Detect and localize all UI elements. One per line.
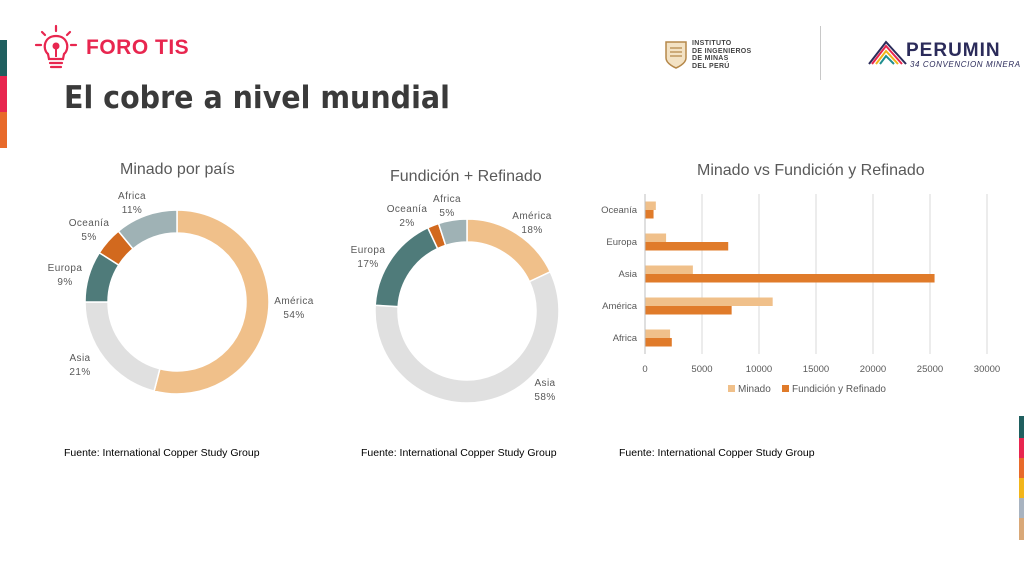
fundicion-label-europa: Europa — [351, 245, 386, 256]
minado-pct-asia: 21% — [69, 367, 90, 378]
minado-slice-africa — [117, 209, 178, 250]
bar-fundicion-y-refinado-asia — [645, 274, 935, 283]
x-tick-label: 10000 — [746, 364, 772, 375]
right-accent-bar-yellow — [1019, 478, 1024, 498]
minado-slice-america — [153, 209, 270, 395]
y-tick-label-oceania: Oceanía — [601, 205, 638, 216]
bar-chart-comparison: 0 5000 10000 15000 20000 25000 30000 Oceanía Eur… — [601, 194, 1000, 395]
minado-label-africa: Africa — [118, 191, 146, 202]
lightbulb-icon — [34, 24, 78, 69]
header-divider — [820, 26, 821, 80]
source-note-1: Fuente: International Copper Study Group — [64, 447, 260, 459]
x-tick-label: 20000 — [860, 364, 886, 375]
minado-pct-america: 54% — [283, 310, 304, 321]
y-tick-label-america: América — [602, 301, 638, 312]
left-accent-bar-teal — [0, 40, 7, 76]
fundicion-pct-africa: 5% — [439, 208, 454, 219]
right-accent-bar-tan — [1019, 518, 1024, 540]
y-tick-label-africa: Africa — [613, 333, 638, 344]
x-tick-label: 25000 — [917, 364, 943, 375]
x-tick-label: 5000 — [691, 364, 712, 375]
fundicion-label-africa: Africa — [433, 194, 461, 205]
minado-label-europa: Europa — [48, 263, 83, 274]
right-accent-bar-grey — [1019, 498, 1024, 518]
donut-chart-minado: América 54% Asia 21% Europa 9% Oceanía 5% Africa… — [48, 191, 314, 395]
page-title: El cobre a nivel mundial — [64, 80, 450, 116]
fundicion-slice-europa — [374, 226, 439, 308]
minado-pct-africa: 11% — [122, 205, 142, 216]
bar-fundicion-y-refinado-america — [645, 306, 732, 315]
bar-minado-asia — [645, 265, 693, 274]
fundicion-pct-europa: 17% — [357, 259, 378, 270]
chart-title-fundicion: Fundición + Refinado — [390, 168, 542, 185]
legend-label-minado: Minado — [738, 384, 771, 395]
iim-text-line-3: DE MINAS — [692, 55, 729, 62]
legend-label-fundicion-y-refinado: Fundición y Refinado — [792, 384, 886, 395]
chart-title-comparison: Minado vs Fundición y Refinado — [697, 162, 925, 179]
bar-fundicion-y-refinado-africa — [645, 338, 672, 347]
bar-minado-europa — [645, 233, 667, 242]
brand-name: FORO TIS — [86, 36, 190, 59]
legend-swatch-minado — [728, 385, 735, 392]
perumin-subtitle: 34 CONVENCION MINERA — [910, 60, 1021, 69]
mountain-icon — [868, 40, 907, 65]
x-tick-label: 15000 — [803, 364, 829, 375]
donut-chart-fundicion: América 18% Asia 58% Europa 17% Oceanía 2% Afric… — [351, 194, 560, 404]
right-accent-bar-teal — [1019, 416, 1024, 438]
fundicion-pct-oceania: 2% — [399, 218, 414, 229]
bar-minado-america — [645, 297, 773, 306]
perumin-name: PERUMIN — [906, 40, 1001, 61]
bar-fundicion-y-refinado-europa — [645, 242, 729, 251]
x-tick-label: 30000 — [974, 364, 1000, 375]
left-accent-bar-red — [0, 76, 7, 112]
right-accent-bar-red — [1019, 438, 1024, 458]
y-tick-label-asia: Asia — [619, 269, 638, 280]
fundicion-slice-asia — [374, 270, 560, 404]
fundicion-pct-america: 18% — [521, 225, 542, 236]
left-accent-bar-orange — [0, 112, 7, 148]
legend-swatch-fundicion-y-refinado — [782, 385, 789, 392]
bar-minado-africa — [645, 329, 671, 338]
iim-text-line-2: DE INGENIEROS — [692, 47, 752, 55]
minado-label-america: América — [274, 296, 314, 307]
x-tick-label: 0 — [642, 364, 647, 375]
minado-pct-oceania: 5% — [81, 232, 96, 243]
iim-text-line-4: DEL PERÚ — [692, 62, 730, 70]
source-note-3: Fuente: International Copper Study Group — [619, 447, 815, 459]
fundicion-slice-africa — [437, 218, 468, 247]
minado-slice-asia — [84, 301, 161, 393]
minado-label-oceania: Oceanía — [69, 218, 110, 229]
y-tick-label-europa: Europa — [606, 237, 637, 248]
iim-crest-icon — [665, 41, 687, 69]
minado-label-asia: Asia — [69, 353, 90, 364]
fundicion-label-asia: Asia — [534, 378, 555, 389]
right-accent-bar-orange — [1019, 458, 1024, 478]
fundicion-label-oceania: Oceanía — [387, 204, 428, 215]
fundicion-pct-asia: 58% — [534, 392, 555, 403]
iim-text-line-1: INSTITUTO — [692, 40, 732, 47]
fundicion-label-america: América — [512, 211, 552, 222]
source-note-2: Fuente: International Copper Study Group — [361, 447, 557, 459]
minado-pct-europa: 9% — [57, 277, 72, 288]
bar-minado-oceania — [645, 201, 656, 210]
bar-fundicion-y-refinado-oceania — [645, 210, 654, 219]
chart-title-minado: Minado por país — [120, 161, 235, 178]
